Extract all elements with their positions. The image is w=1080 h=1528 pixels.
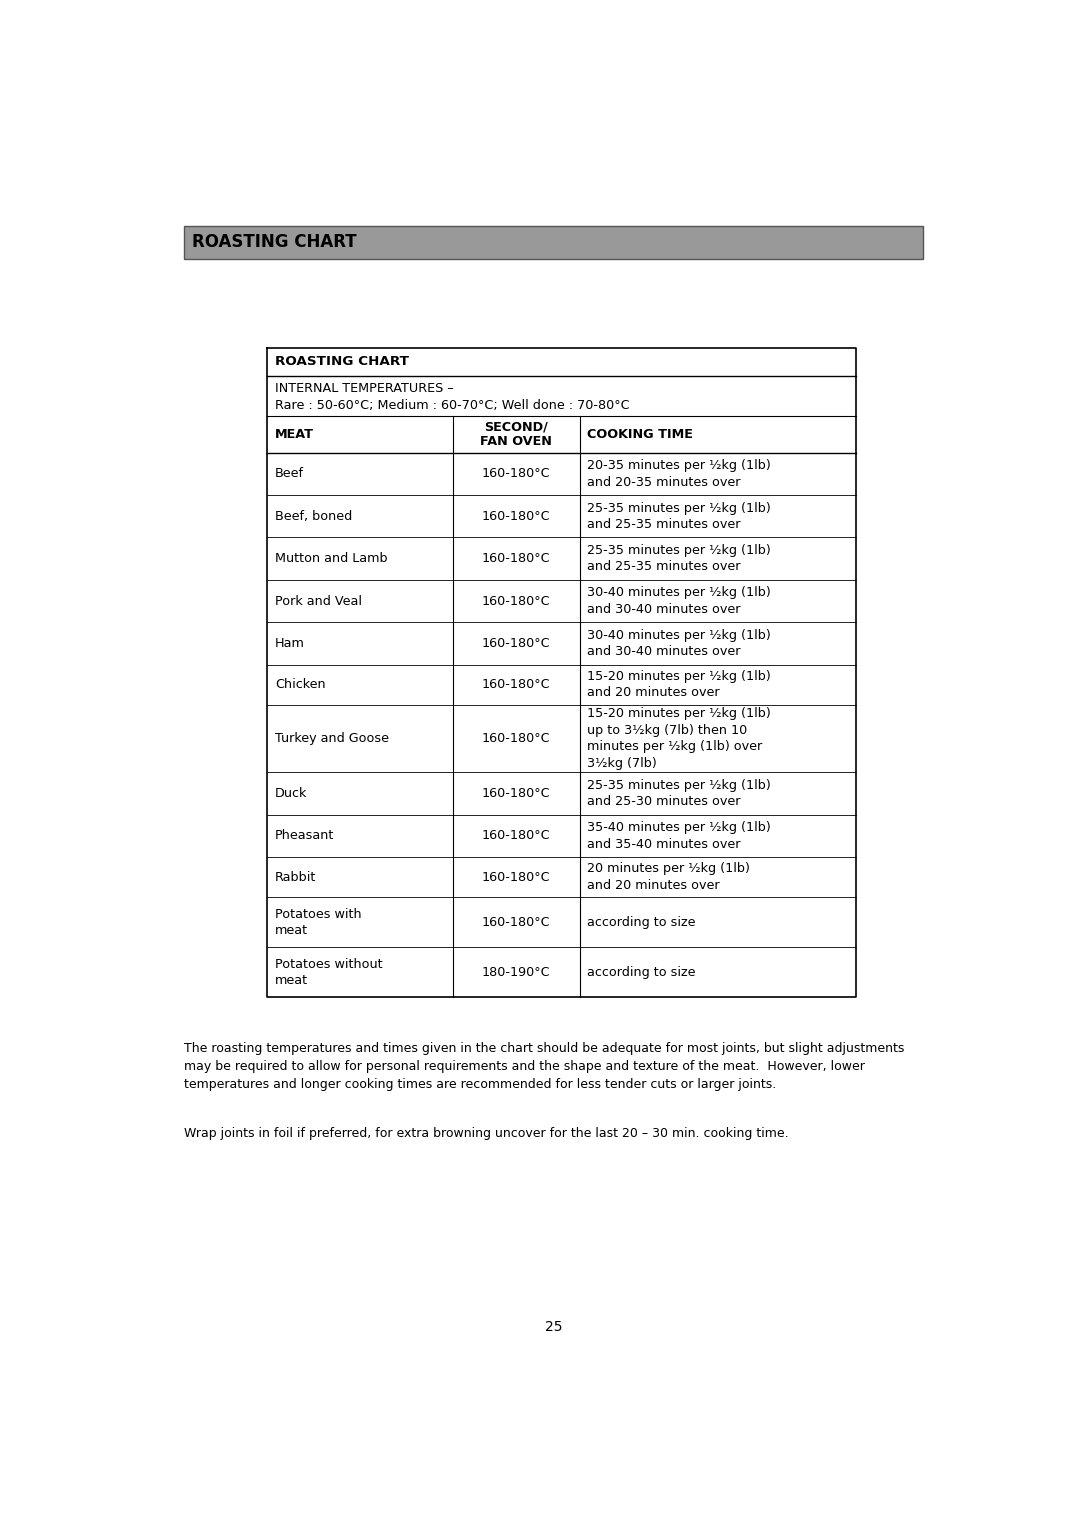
Text: COOKING TIME: COOKING TIME — [588, 428, 693, 440]
Text: according to size: according to size — [588, 966, 696, 978]
Text: 160-180°C: 160-180°C — [482, 732, 551, 746]
Text: 15-20 minutes per ½kg (1lb)
up to 3½kg (7lb) then 10
minutes per ½kg (1lb) over
: 15-20 minutes per ½kg (1lb) up to 3½kg (… — [588, 707, 771, 770]
Text: according to size: according to size — [588, 915, 696, 929]
Text: 25-35 minutes per ½kg (1lb)
and 25-35 minutes over: 25-35 minutes per ½kg (1lb) and 25-35 mi… — [588, 501, 771, 532]
Text: 160-180°C: 160-180°C — [482, 510, 551, 523]
Text: 25: 25 — [544, 1320, 563, 1334]
Text: 160-180°C: 160-180°C — [482, 678, 551, 691]
Text: 160-180°C: 160-180°C — [482, 830, 551, 842]
Text: Potatoes without
meat: Potatoes without meat — [274, 958, 382, 987]
Text: Chicken: Chicken — [274, 678, 325, 691]
Text: ROASTING CHART: ROASTING CHART — [192, 234, 356, 251]
Text: 160-180°C: 160-180°C — [482, 787, 551, 801]
Text: SECOND/
FAN OVEN: SECOND/ FAN OVEN — [481, 420, 552, 448]
Text: Beef, boned: Beef, boned — [274, 510, 352, 523]
Text: 20 minutes per ½kg (1lb)
and 20 minutes over: 20 minutes per ½kg (1lb) and 20 minutes … — [588, 862, 750, 892]
Text: 25-35 minutes per ½kg (1lb)
and 25-35 minutes over: 25-35 minutes per ½kg (1lb) and 25-35 mi… — [588, 544, 771, 573]
Text: Potatoes with
meat: Potatoes with meat — [274, 908, 362, 937]
Text: Pork and Veal: Pork and Veal — [274, 594, 362, 608]
Text: INTERNAL TEMPERATURES –
Rare : 50-60°C; Medium : 60-70°C; Well done : 70-80°C: INTERNAL TEMPERATURES – Rare : 50-60°C; … — [274, 382, 630, 413]
Text: 25-35 minutes per ½kg (1lb)
and 25-30 minutes over: 25-35 minutes per ½kg (1lb) and 25-30 mi… — [588, 779, 771, 808]
Text: The roasting temperatures and times given in the chart should be adequate for mo: The roasting temperatures and times give… — [184, 1042, 904, 1091]
Text: 160-180°C: 160-180°C — [482, 468, 551, 480]
Text: 15-20 minutes per ½kg (1lb)
and 20 minutes over: 15-20 minutes per ½kg (1lb) and 20 minut… — [588, 669, 771, 700]
Text: 160-180°C: 160-180°C — [482, 552, 551, 565]
Text: 30-40 minutes per ½kg (1lb)
and 30-40 minutes over: 30-40 minutes per ½kg (1lb) and 30-40 mi… — [588, 587, 771, 616]
Text: Ham: Ham — [274, 637, 305, 649]
Text: 30-40 minutes per ½kg (1lb)
and 30-40 minutes over: 30-40 minutes per ½kg (1lb) and 30-40 mi… — [588, 628, 771, 659]
Bar — [184, 226, 923, 258]
Text: 20-35 minutes per ½kg (1lb)
and 20-35 minutes over: 20-35 minutes per ½kg (1lb) and 20-35 mi… — [588, 460, 771, 489]
Text: Wrap joints in foil if preferred, for extra browning uncover for the last 20 – 3: Wrap joints in foil if preferred, for ex… — [184, 1126, 788, 1140]
Text: 160-180°C: 160-180°C — [482, 594, 551, 608]
Text: Pheasant: Pheasant — [274, 830, 334, 842]
Text: Turkey and Goose: Turkey and Goose — [274, 732, 389, 746]
Text: Rabbit: Rabbit — [274, 871, 316, 883]
Text: Duck: Duck — [274, 787, 307, 801]
Text: MEAT: MEAT — [274, 428, 314, 440]
Text: 160-180°C: 160-180°C — [482, 871, 551, 883]
Text: ROASTING CHART: ROASTING CHART — [274, 356, 408, 368]
Text: Beef: Beef — [274, 468, 303, 480]
Text: 180-190°C: 180-190°C — [482, 966, 551, 978]
Text: 160-180°C: 160-180°C — [482, 637, 551, 649]
Text: Mutton and Lamb: Mutton and Lamb — [274, 552, 388, 565]
Text: 35-40 minutes per ½kg (1lb)
and 35-40 minutes over: 35-40 minutes per ½kg (1lb) and 35-40 mi… — [588, 821, 771, 851]
Text: 160-180°C: 160-180°C — [482, 915, 551, 929]
